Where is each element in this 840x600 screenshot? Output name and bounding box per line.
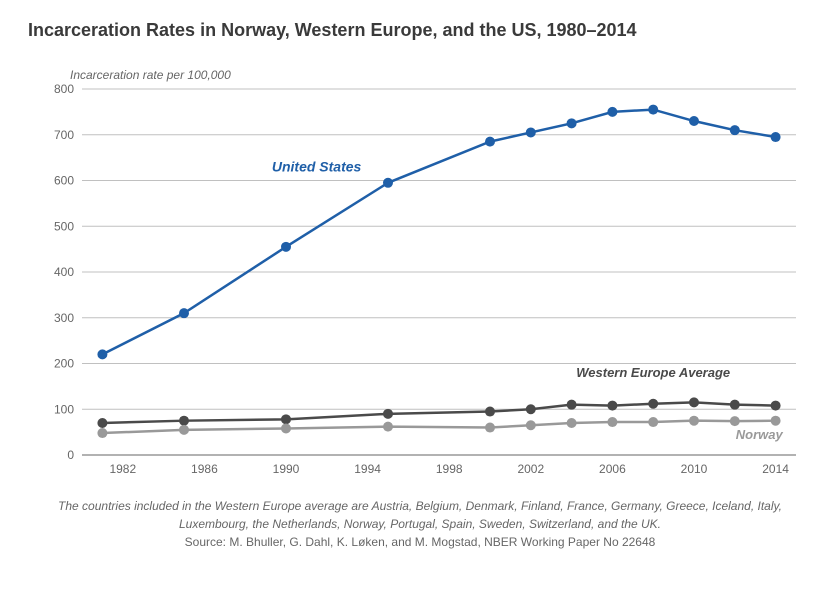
plot-area: Incarceration rate per 100,000 0 100 200 300… — [28, 59, 812, 479]
series-marker — [383, 409, 393, 419]
series-marker — [567, 118, 577, 128]
svg-text:700: 700 — [54, 128, 74, 142]
series-marker — [281, 242, 291, 252]
series-marker — [281, 423, 291, 433]
chart-source: Source: M. Bhuller, G. Dahl, K. Løken, a… — [28, 535, 812, 549]
series-marker — [771, 132, 781, 142]
series-marker — [526, 127, 536, 137]
svg-text:1982: 1982 — [109, 462, 136, 476]
series-label-united-states: United States — [272, 158, 362, 174]
series-marker — [179, 425, 189, 435]
series-marker — [730, 400, 740, 410]
series-marker — [607, 401, 617, 411]
svg-text:2014: 2014 — [762, 462, 789, 476]
svg-text:1986: 1986 — [191, 462, 218, 476]
svg-text:400: 400 — [54, 265, 74, 279]
svg-text:1990: 1990 — [273, 462, 300, 476]
svg-text:600: 600 — [54, 174, 74, 188]
chart-svg: Incarceration rate per 100,000 0 100 200 300… — [28, 59, 812, 479]
svg-text:100: 100 — [54, 402, 74, 416]
svg-text:300: 300 — [54, 311, 74, 325]
series-marker — [97, 428, 107, 438]
svg-text:2002: 2002 — [517, 462, 544, 476]
series-marker — [383, 422, 393, 432]
series-marker — [730, 416, 740, 426]
svg-text:2010: 2010 — [681, 462, 708, 476]
chart-container: Incarceration Rates in Norway, Western E… — [0, 0, 840, 569]
series-marker — [526, 404, 536, 414]
series-marker — [607, 417, 617, 427]
series-label-western-europe-average: Western Europe Average — [576, 365, 730, 380]
svg-text:0: 0 — [67, 448, 74, 462]
series-marker — [97, 418, 107, 428]
series-marker — [97, 349, 107, 359]
svg-text:1998: 1998 — [436, 462, 463, 476]
series-line-norway — [102, 421, 775, 433]
series-marker — [648, 105, 658, 115]
series-marker — [771, 416, 781, 426]
series-marker — [179, 308, 189, 318]
series-marker — [648, 399, 658, 409]
svg-text:200: 200 — [54, 357, 74, 371]
svg-text:500: 500 — [54, 219, 74, 233]
series-marker — [689, 397, 699, 407]
chart-footnote: The countries included in the Western Eu… — [28, 497, 812, 533]
series-label-norway: Norway — [736, 427, 784, 442]
series-marker — [567, 400, 577, 410]
chart-title: Incarceration Rates in Norway, Western E… — [28, 20, 812, 41]
svg-text:2006: 2006 — [599, 462, 626, 476]
series-marker — [179, 416, 189, 426]
series-marker — [689, 116, 699, 126]
series-marker — [567, 418, 577, 428]
series-marker — [689, 416, 699, 426]
series-marker — [648, 417, 658, 427]
svg-text:1994: 1994 — [354, 462, 381, 476]
series-marker — [485, 137, 495, 147]
series-marker — [771, 401, 781, 411]
series-marker — [281, 414, 291, 424]
series-marker — [526, 420, 536, 430]
svg-text:800: 800 — [54, 82, 74, 96]
series-marker — [607, 107, 617, 117]
svg-text:Incarceration rate per 100,000: Incarceration rate per 100,000 — [70, 68, 231, 82]
series-line-western-europe-average — [102, 402, 775, 423]
series-marker — [485, 423, 495, 433]
series-marker — [383, 178, 393, 188]
series-marker — [485, 407, 495, 417]
series-marker — [730, 125, 740, 135]
